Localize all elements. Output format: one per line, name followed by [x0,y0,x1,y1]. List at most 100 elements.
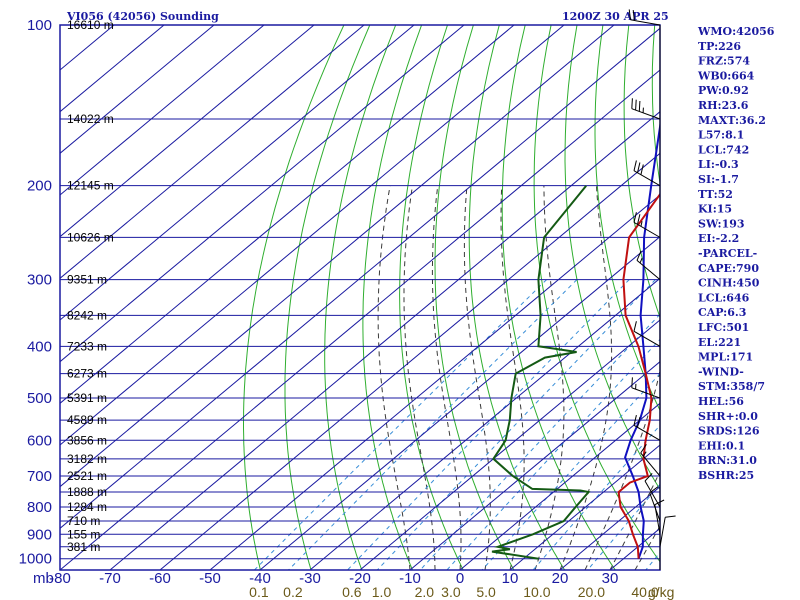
pressure-label: 400 [27,338,52,355]
pressure-label: 500 [27,390,52,407]
mixing-ratio-tick-label: 3.0 [441,584,461,600]
height-label: 14022 m [67,112,114,126]
isotherm-line [60,69,660,570]
temperature-tick-label: -80 [49,570,71,587]
wind-barb [654,499,665,535]
index-entry: FRZ:574 [698,55,750,68]
pressure-labels: 100 200 300 400 500 600 700 800 900 1000 [19,17,52,568]
index-entry: EL:221 [698,336,741,349]
wind-barb [631,98,661,120]
pressure-label: 1000 [19,551,52,568]
isotherm-line [60,27,660,529]
temperature-line [617,192,660,559]
temperature-tick-label: 0 [456,570,464,587]
dewpoint-line [491,185,591,560]
dry-adiabats [243,25,660,570]
height-label: 4589 m [67,413,107,427]
moist-adiabat-line [559,185,613,570]
wind-barb [633,212,661,238]
height-label: 1284 m [67,500,107,514]
moist-adiabat-line [431,185,462,570]
isotherm-line [109,111,660,570]
moist-adiabat-line [634,525,660,570]
mixing-ratio-line [376,279,656,570]
index-entry: SHR+:0.0 [698,410,758,423]
height-label: 710 m [67,514,100,528]
index-entry: RH:23.6 [698,99,749,112]
dry-adiabat-line [324,25,397,570]
mixing-ratio-tick-label: 20.0 [578,584,605,600]
mixing-ratio-tick-label: 40.0 [631,584,658,600]
wind-barb [644,473,661,508]
index-entry: -WIND- [698,365,744,378]
temperature-tick-label: -50 [199,570,221,587]
moist-adiabat-line [500,185,525,570]
isotherm-line [359,319,660,570]
mixing-ratio-unit-label: g/kg [648,584,674,600]
mixing-ratio-lines [254,279,660,570]
isotherm-line [60,25,415,321]
pressure-unit-label: mb [33,570,54,587]
wind-barb [633,160,661,187]
pressure-label: 700 [27,468,52,485]
mixing-ratio-tick-label: 0.6 [342,584,362,600]
index-entry: BRN:31.0 [698,454,757,467]
mixing-ratio-line [446,338,660,570]
isotherm-line [60,25,615,488]
moist-adiabats [377,185,660,570]
height-label: 3856 m [67,433,107,447]
index-entry: LCL:742 [698,143,749,156]
index-entry: WB0:664 [697,69,755,82]
isotherm-line [509,444,660,570]
index-entry: SW:193 [698,217,745,230]
index-entry: MPL:171 [698,351,753,364]
index-entry: MAXT:36.2 [698,114,766,127]
mixing-ratio-tick-label: 1.0 [372,584,392,600]
dry-adiabat-line [623,25,660,319]
height-label: 5391 m [67,391,107,405]
index-entry: CINH:450 [698,277,760,290]
height-label: 8242 m [67,308,107,322]
dry-adiabat-line [243,25,345,570]
wind-barb [633,414,661,441]
height-label: 1888 m [67,485,107,499]
mixing-ratio-tick-label: 5.0 [476,584,496,600]
pressure-label: 300 [27,272,52,289]
pressure-label: 900 [27,526,52,543]
height-labels: 16610 m 14022 m 12145 m 10626 m 9351 m 8242 m… [67,18,114,554]
height-label: 2521 m [67,469,107,483]
index-entry: STM:358/7 [698,380,765,393]
temperature-tick-label: 10 [502,570,519,587]
height-label: 381 m [67,540,100,554]
mixing-ratio-tick-label: 0.2 [283,584,303,600]
isotherm-line [209,194,660,570]
mixing-ratio-line [481,372,660,570]
height-label: 155 m [67,527,100,541]
height-label: 16610 m [67,18,114,32]
isotherm-line [60,25,515,404]
mixing-ratio-line [254,279,547,570]
height-label: 3182 m [67,452,107,466]
temperature-tick-label: 30 [602,570,619,587]
mixing-ratio-line [347,279,630,570]
dry-adiabat-line [399,25,464,570]
index-entry: LFC:501 [698,321,749,334]
dry-adiabat-line [501,25,616,570]
index-entry: BSHR:25 [698,469,754,482]
moist-adiabat-line [463,185,491,570]
mixing-ratio-line [587,483,660,570]
temperature-tick-label: -30 [299,570,321,587]
isotherm-line [60,25,265,196]
temperature-tick-label: -20 [349,570,371,587]
mixing-ratio-line [419,313,660,570]
temperature-labels: -80 -70 -60 -50 -40 -30 -20 -10 0 10 20 30 [49,570,618,587]
dry-adiabat-line [594,25,660,412]
isotherm-line [60,25,215,154]
wind-barb [633,321,661,347]
pressure-label: 100 [27,17,52,34]
index-entry: -PARCEL- [698,247,757,260]
moist-adiabat-line [534,185,565,570]
moist-adiabat-line [403,185,436,570]
